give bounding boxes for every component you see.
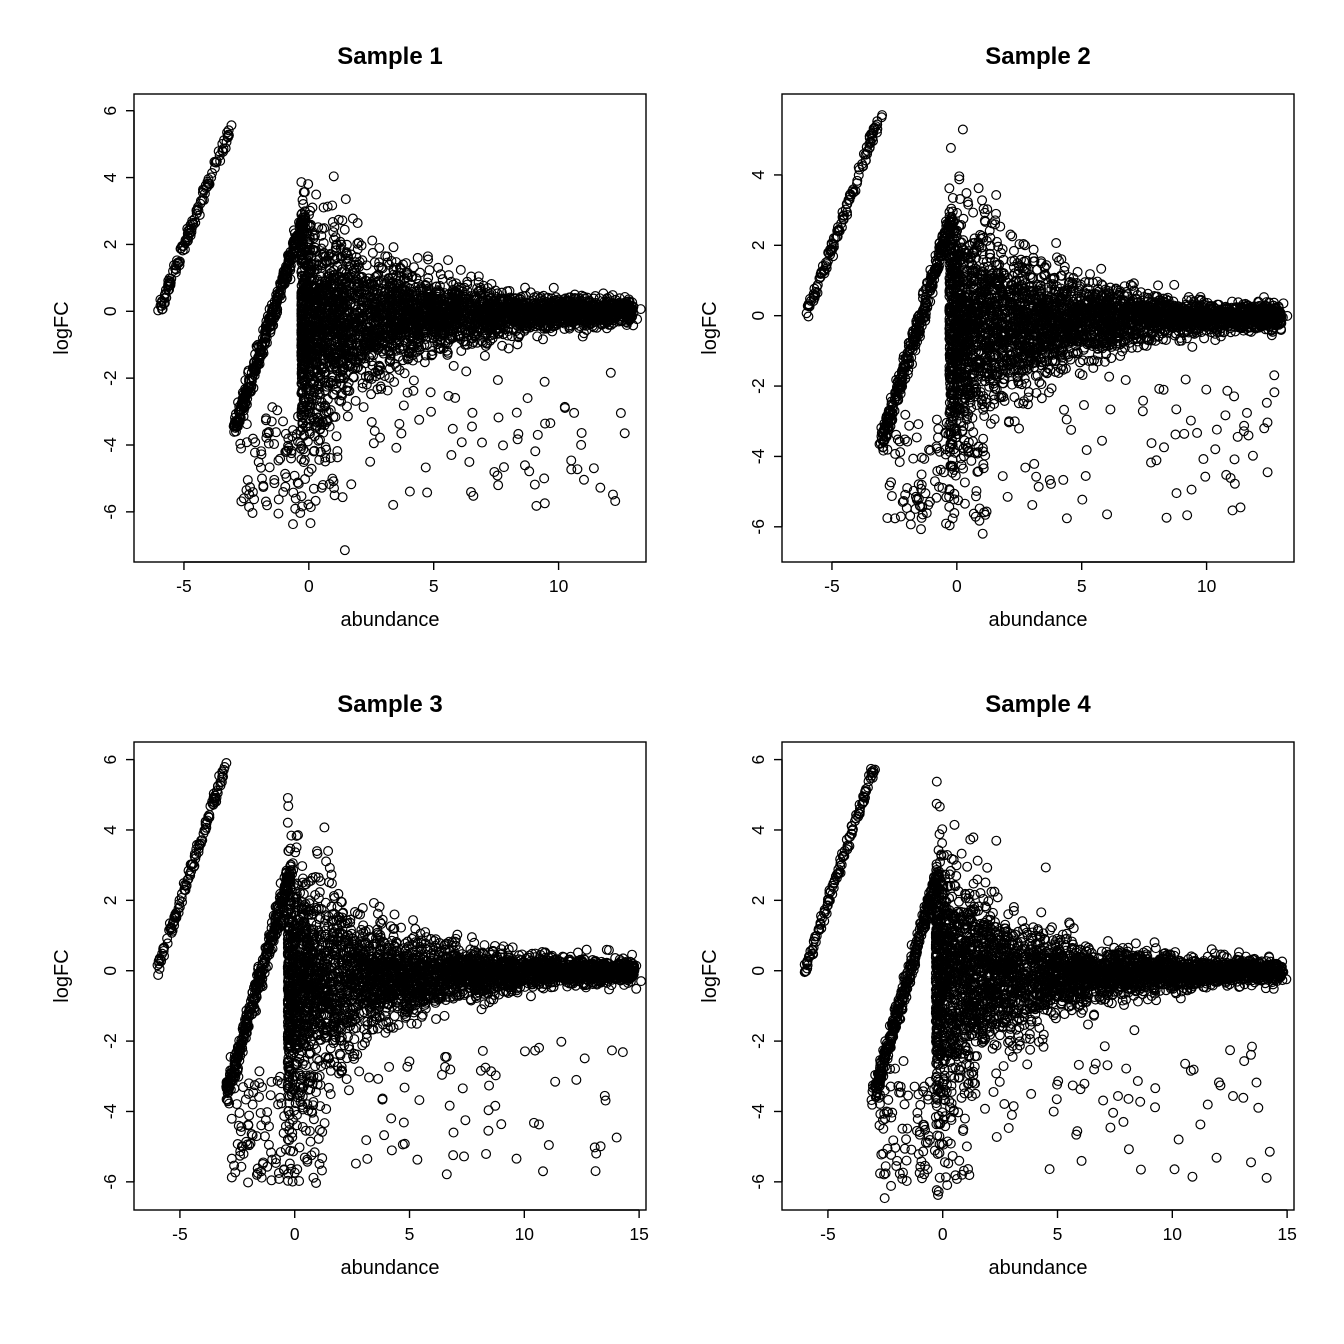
ytick-label: -6 bbox=[100, 1174, 120, 1190]
panel-sample-3: Sample 3 -5 0 5 10 15 -6 -4 -2 0 2 4 6 abundance logFC bbox=[24, 672, 672, 1320]
ytick-label: -6 bbox=[100, 504, 120, 520]
scatter-points bbox=[800, 764, 1290, 1202]
y-axis-label: logFC bbox=[699, 949, 721, 1002]
ytick-label: 4 bbox=[100, 172, 120, 182]
ytick-label: 2 bbox=[748, 895, 768, 905]
xtick-label: 5 bbox=[405, 1224, 415, 1244]
ytick-label: -2 bbox=[100, 370, 120, 386]
scatter-grid: Sample 1 -5 0 5 10 -6 -4 -2 0 2 4 6 abundance logFC S… bbox=[0, 0, 1344, 1344]
scatter-points bbox=[153, 759, 645, 1188]
ytick-label: -2 bbox=[748, 378, 768, 394]
ytick-label: -4 bbox=[748, 1103, 768, 1119]
ytick-label: 6 bbox=[100, 106, 120, 116]
x-axis-label: abundance bbox=[989, 609, 1088, 631]
x-axis-label: abundance bbox=[341, 1257, 440, 1279]
ytick-label: 0 bbox=[748, 966, 768, 976]
ytick-label: -4 bbox=[100, 1103, 120, 1119]
ytick-label: 2 bbox=[748, 240, 768, 250]
ytick-label: -4 bbox=[100, 437, 120, 453]
ytick-label: 4 bbox=[748, 170, 768, 180]
xtick-label: -5 bbox=[824, 576, 840, 596]
xtick-label: -5 bbox=[176, 576, 192, 596]
xtick-label: 15 bbox=[1277, 1224, 1296, 1244]
xtick-label: 0 bbox=[952, 576, 962, 596]
xtick-label: 15 bbox=[629, 1224, 648, 1244]
ytick-label: 0 bbox=[100, 966, 120, 976]
panel-title: Sample 2 bbox=[985, 43, 1090, 70]
ytick-label: 4 bbox=[748, 825, 768, 835]
xtick-label: 0 bbox=[938, 1224, 948, 1244]
xtick-label: 5 bbox=[1053, 1224, 1063, 1244]
ytick-label: 2 bbox=[100, 895, 120, 905]
x-axis-label: abundance bbox=[989, 1257, 1088, 1279]
xtick-label: 10 bbox=[549, 576, 569, 596]
ytick-label: -6 bbox=[748, 519, 768, 535]
panel-title: Sample 4 bbox=[985, 691, 1091, 718]
ytick-label: 6 bbox=[100, 755, 120, 765]
panel-title: Sample 3 bbox=[337, 691, 442, 718]
panel-sample-4: Sample 4 -5 0 5 10 15 -6 -4 -2 0 2 4 6 abundance logFC bbox=[672, 672, 1320, 1320]
panel-sample-2: Sample 2 -5 0 5 10 -6 -4 -2 0 2 4 abundance logFC bbox=[672, 24, 1320, 672]
xtick-label: 10 bbox=[1163, 1224, 1183, 1244]
ytick-label: 0 bbox=[748, 311, 768, 321]
ytick-label: 6 bbox=[748, 755, 768, 765]
ytick-label: 2 bbox=[100, 240, 120, 250]
scatter-points bbox=[154, 121, 645, 555]
y-axis-label: logFC bbox=[699, 301, 721, 354]
y-axis-label: logFC bbox=[51, 949, 73, 1002]
xtick-label: 0 bbox=[290, 1224, 300, 1244]
y-axis-label: logFC bbox=[51, 301, 73, 354]
panel-sample-1: Sample 1 -5 0 5 10 -6 -4 -2 0 2 4 6 abundance logFC bbox=[24, 24, 672, 672]
x-axis-label: abundance bbox=[341, 609, 440, 631]
ytick-label: 4 bbox=[100, 825, 120, 835]
ytick-label: 0 bbox=[100, 306, 120, 316]
xtick-label: -5 bbox=[820, 1224, 836, 1244]
xtick-label: -5 bbox=[172, 1224, 188, 1244]
xtick-label: 0 bbox=[304, 576, 314, 596]
ytick-label: -4 bbox=[748, 448, 768, 464]
xtick-label: 5 bbox=[1077, 576, 1087, 596]
ytick-label: -2 bbox=[748, 1033, 768, 1049]
ytick-label: -2 bbox=[100, 1033, 120, 1049]
xtick-label: 10 bbox=[515, 1224, 535, 1244]
xtick-label: 5 bbox=[429, 576, 439, 596]
ytick-label: -6 bbox=[748, 1174, 768, 1190]
scatter-points bbox=[802, 111, 1291, 538]
xtick-label: 10 bbox=[1197, 576, 1217, 596]
panel-title: Sample 1 bbox=[337, 43, 442, 70]
